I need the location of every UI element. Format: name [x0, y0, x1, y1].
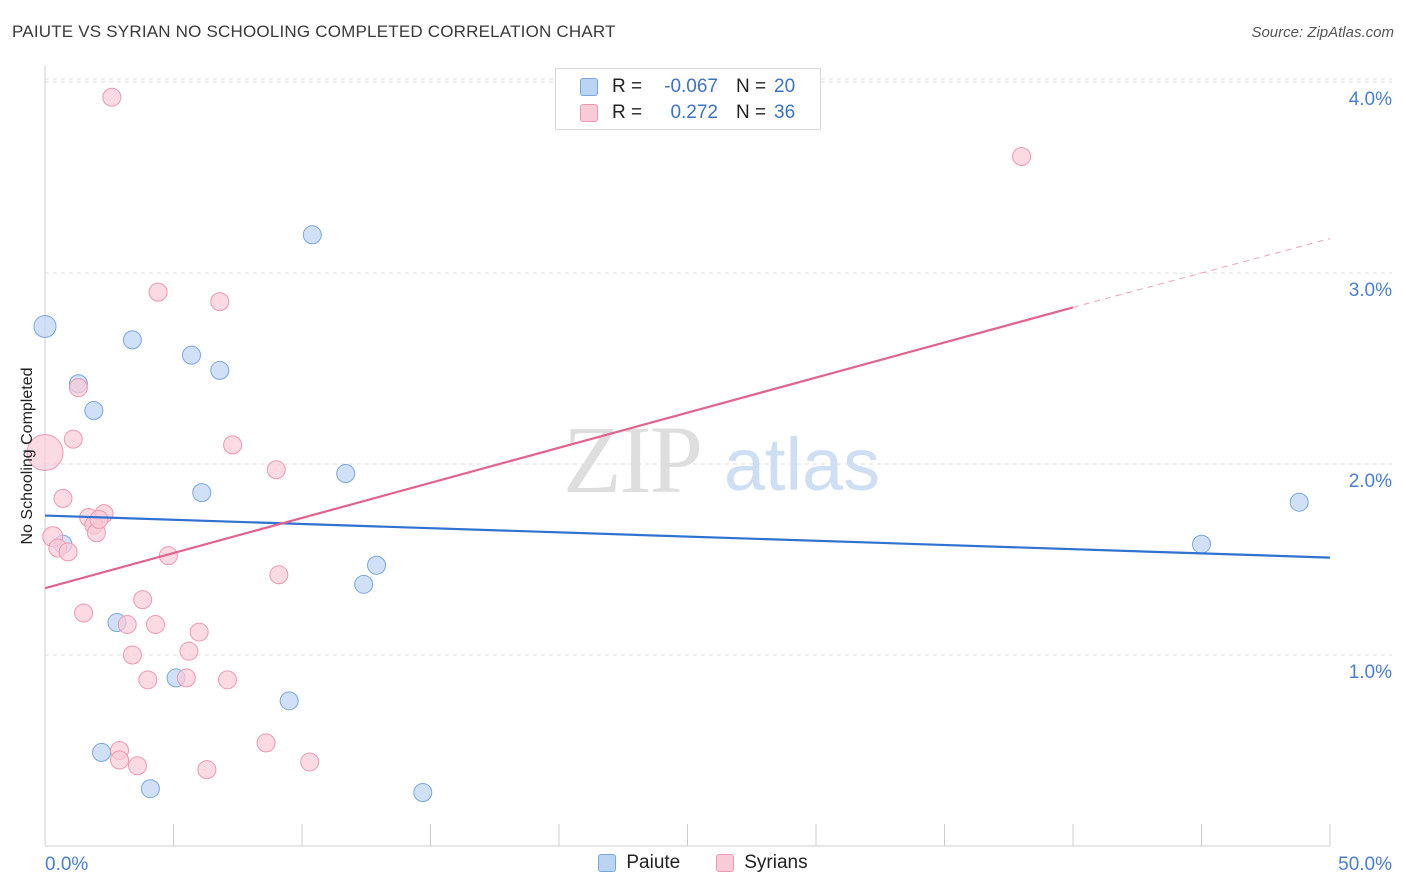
data-points [26, 87, 1309, 803]
paiute-point [302, 225, 322, 245]
n-label: N = [736, 102, 767, 123]
paiute-point [192, 483, 212, 503]
syrians-point [68, 378, 88, 398]
syrians-point [210, 292, 230, 312]
paiute-point [1289, 492, 1309, 512]
syrians-point [133, 590, 153, 610]
syrians-point [117, 614, 137, 634]
paiute-point [413, 783, 433, 803]
syrians-point [176, 668, 196, 688]
syrians-point [26, 434, 64, 472]
syrians-point [269, 565, 289, 585]
y-tick-label: 1.0% [1349, 662, 1392, 683]
paiute-point [122, 330, 142, 350]
syrians-trend-extension [1072, 238, 1331, 308]
watermark-atlas: atlas [724, 423, 880, 506]
legend-label-syrians: Syrians [744, 852, 808, 873]
y-tick-label: 4.0% [1349, 89, 1392, 110]
paiute-point [367, 555, 387, 575]
syrians-point [74, 603, 94, 623]
syrians-legend-swatch [716, 854, 735, 872]
paiute-point [181, 345, 201, 365]
syrians-point [89, 509, 109, 529]
syrians-point [110, 750, 130, 770]
syrians-point [179, 641, 199, 661]
syrians-point [223, 435, 243, 455]
syrians-point [158, 546, 178, 566]
chart-title: PAIUTE VS SYRIAN NO SCHOOLING COMPLETED … [12, 22, 616, 41]
syrians-point [1012, 146, 1032, 166]
r-label: R = [612, 76, 643, 97]
syrians-point [102, 87, 122, 107]
syrians-point [300, 752, 320, 772]
n-label: N = [736, 76, 767, 97]
stats-row-syrians: R = 0.272 N = 36 [580, 100, 795, 126]
r-value: 0.272 [670, 102, 718, 123]
x-tick-label: 0.0% [45, 854, 88, 875]
stats-legend: R = -0.067 N = 20 R = 0.272 N = 36 [555, 68, 821, 130]
legend-item-paiute[interactable]: Paiute [598, 852, 680, 874]
syrians-point [189, 622, 209, 642]
watermark-zip: ZIP [563, 406, 701, 513]
paiute-trend-line [44, 514, 1331, 559]
paiute-point [84, 401, 104, 421]
legend-item-syrians[interactable]: Syrians [716, 852, 808, 874]
syrians-point [217, 670, 237, 690]
x-tick-label: 50.0% [1338, 854, 1392, 875]
syrians-trend-line [44, 306, 1074, 590]
syrians-point [63, 429, 83, 449]
paiute-point [33, 314, 57, 338]
syrians-swatch [580, 104, 598, 122]
n-value: 20 [774, 76, 796, 97]
paiute-legend-swatch [598, 854, 617, 872]
trend-lines [44, 238, 1331, 590]
syrians-point [256, 733, 276, 753]
syrians-point [122, 645, 142, 665]
syrians-point [53, 488, 73, 508]
paiute-point [336, 464, 356, 484]
syrians-point [138, 670, 158, 690]
syrians-point [148, 282, 168, 302]
syrians-point [128, 756, 148, 776]
y-tick-label: 2.0% [1349, 471, 1392, 492]
stats-row-paiute: R = -0.067 N = 20 [580, 74, 795, 100]
tick-labels: 1.0% 2.0% 3.0% 4.0% 0.0% 50.0% [45, 89, 1392, 875]
series-legend: Paiute Syrians [0, 852, 1406, 874]
n-value: 36 [774, 102, 796, 123]
paiute-point [279, 691, 299, 711]
r-value: -0.067 [664, 76, 718, 97]
syrians-point [146, 614, 166, 634]
watermark: ZIP atlas [563, 406, 880, 513]
grid-lines [45, 78, 1392, 656]
y-axis-label: No Schooling Completed [19, 367, 36, 545]
r-label: R = [612, 102, 643, 123]
syrians-point [266, 460, 286, 480]
legend-label-paiute: Paiute [626, 852, 681, 873]
y-tick-label: 3.0% [1349, 280, 1392, 301]
chart-source: Source: ZipAtlas.com [1251, 24, 1394, 41]
paiute-point [1192, 534, 1211, 554]
syrians-point [197, 760, 217, 780]
paiute-swatch [580, 78, 598, 96]
paiute-point [92, 742, 112, 762]
syrians-point [58, 542, 78, 562]
paiute-point [140, 779, 160, 799]
paiute-point [210, 360, 230, 380]
paiute-point [354, 574, 374, 594]
